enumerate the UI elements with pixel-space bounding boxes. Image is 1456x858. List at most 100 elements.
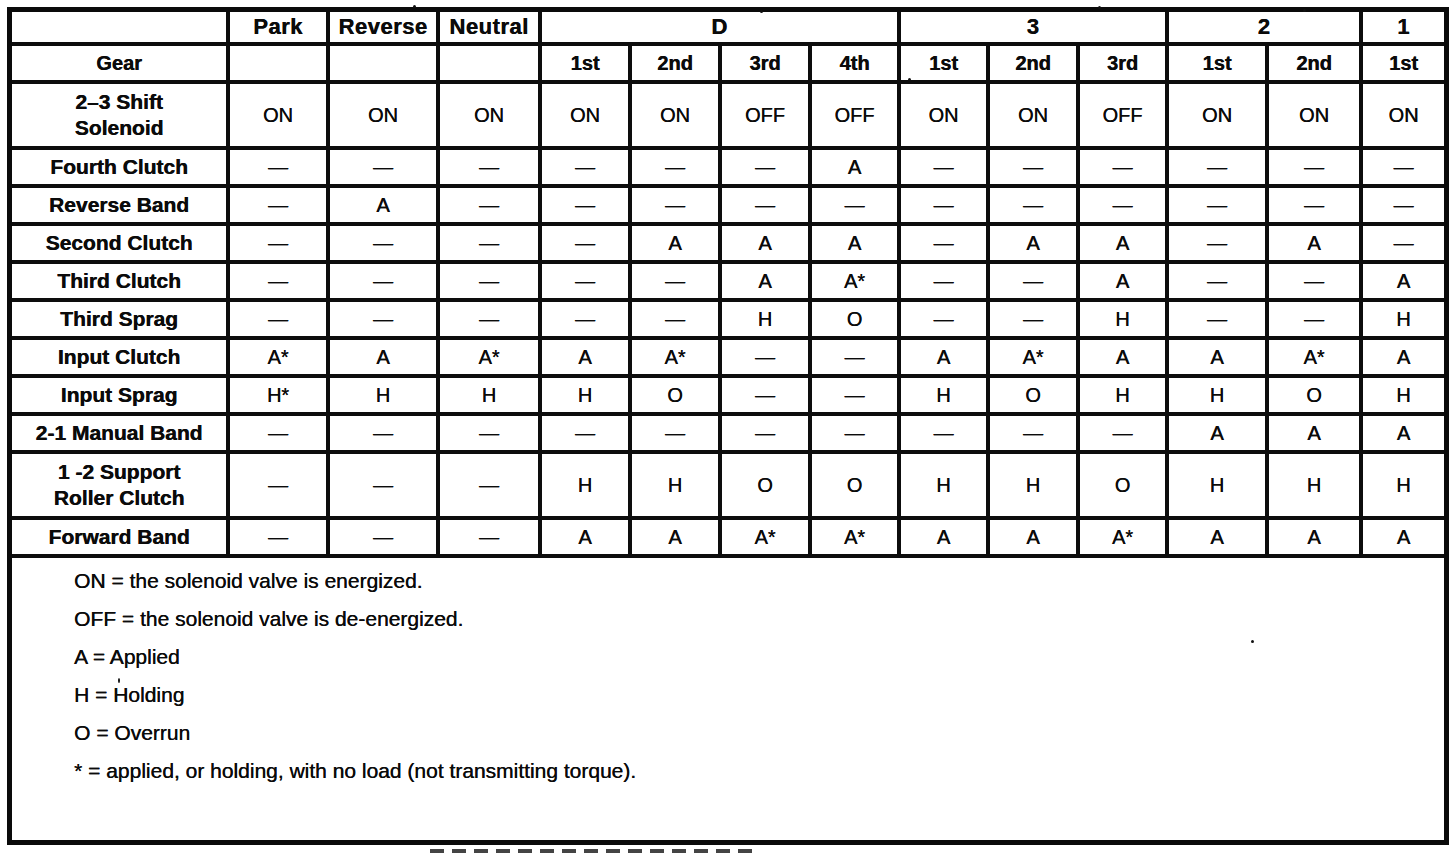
cell-reverse-band-reverse: A xyxy=(328,186,438,224)
row-label-line: 2–3 Shift xyxy=(12,89,226,115)
row-label-fourth-clutch: Fourth Clutch xyxy=(12,148,228,186)
range-header-3: 3 xyxy=(899,12,1167,44)
cell-2-1-manual-band-neutral: — xyxy=(438,414,540,452)
row-label-line: Solenoid xyxy=(12,115,226,141)
cell-forward-band-reverse: — xyxy=(328,518,438,556)
cell-1-2-support-roller-clutch-d-4th: O xyxy=(810,452,899,518)
cell-fourth-clutch-reverse: — xyxy=(328,148,438,186)
cell-third-sprag-3-1st: — xyxy=(899,300,988,338)
range-header-1: 1 xyxy=(1361,12,1444,44)
cell-2-1-manual-band-2-2nd: A xyxy=(1267,414,1361,452)
cell-fourth-clutch-d-3rd: — xyxy=(720,148,810,186)
cell-input-sprag-d-1st: H xyxy=(540,376,630,414)
cell-1-2-support-roller-clutch-1-1st: H xyxy=(1361,452,1444,518)
cell-input-sprag-3-3rd: H xyxy=(1078,376,1167,414)
clutch-band-application-table: ParkReverseNeutralD321Gear1st2nd3rd4th1s… xyxy=(12,12,1444,558)
table-row: Fourth Clutch——————A—————— xyxy=(12,148,1444,186)
range-header-park: Park xyxy=(228,12,328,44)
row-label-2-1-manual-band: 2-1 Manual Band xyxy=(12,414,228,452)
table-body: 2–3 ShiftSolenoidONONONONONOFFOFFONONOFF… xyxy=(12,82,1444,556)
cell-input-sprag-reverse: H xyxy=(328,376,438,414)
legend-note-line: ON = the solenoid valve is energized. xyxy=(74,569,1424,592)
scan-speck xyxy=(118,678,120,683)
table-row: 2-1 Manual Band——————————AAA xyxy=(12,414,1444,452)
legend-note-line: H = Holding xyxy=(74,683,1424,706)
cell-reverse-band-3-3rd: — xyxy=(1078,186,1167,224)
cell-input-clutch-d-3rd: — xyxy=(720,338,810,376)
cell-2-1-manual-band-3-1st: — xyxy=(899,414,988,452)
cell-reverse-band-1-1st: — xyxy=(1361,186,1444,224)
cell-1-2-support-roller-clutch-2-2nd: H xyxy=(1267,452,1361,518)
cell-third-sprag-3-2nd: — xyxy=(988,300,1078,338)
table-row: Reverse Band—A——————————— xyxy=(12,186,1444,224)
legend-note-line: O = Overrun xyxy=(74,721,1424,744)
cell-forward-band-3-2nd: A xyxy=(988,518,1078,556)
cell-input-clutch-3-2nd: A* xyxy=(988,338,1078,376)
cell-2-3-shift-solenoid-d-2nd: ON xyxy=(630,82,720,148)
cell-second-clutch-3-2nd: A xyxy=(988,224,1078,262)
cell-2-3-shift-solenoid-neutral: ON xyxy=(438,82,540,148)
cell-forward-band-d-1st: A xyxy=(540,518,630,556)
gear-header-d-1st: 1st xyxy=(540,44,630,82)
table-row: 2–3 ShiftSolenoidONONONONONOFFOFFONONOFF… xyxy=(12,82,1444,148)
gear-header-d-3rd: 3rd xyxy=(720,44,810,82)
cell-third-sprag-d-4th: O xyxy=(810,300,899,338)
empty-header-cell xyxy=(438,44,540,82)
cell-input-clutch-d-1st: A xyxy=(540,338,630,376)
cell-reverse-band-neutral: — xyxy=(438,186,540,224)
cell-third-sprag-1-1st: H xyxy=(1361,300,1444,338)
gear-header-2-2nd: 2nd xyxy=(1267,44,1361,82)
cell-third-clutch-d-2nd: — xyxy=(630,262,720,300)
legend-note-line: OFF = the solenoid valve is de-energized… xyxy=(74,607,1424,630)
cell-2-3-shift-solenoid-2-2nd: ON xyxy=(1267,82,1361,148)
cell-2-1-manual-band-park: — xyxy=(228,414,328,452)
scan-speck xyxy=(1303,9,1306,12)
cell-1-2-support-roller-clutch-park: — xyxy=(228,452,328,518)
scanned-page-frame: ParkReverseNeutralD321Gear1st2nd3rd4th1s… xyxy=(7,7,1449,845)
table-header: ParkReverseNeutralD321Gear1st2nd3rd4th1s… xyxy=(12,12,1444,82)
cell-input-sprag-1-1st: H xyxy=(1361,376,1444,414)
cell-2-3-shift-solenoid-2-1st: ON xyxy=(1167,82,1267,148)
cell-third-sprag-2-1st: — xyxy=(1167,300,1267,338)
cell-input-sprag-d-2nd: O xyxy=(630,376,720,414)
range-header-neutral: Neutral xyxy=(438,12,540,44)
cell-third-clutch-1-1st: A xyxy=(1361,262,1444,300)
scan-speck xyxy=(760,10,763,13)
table-row: Forward Band———AAA*A*AAA*AAA xyxy=(12,518,1444,556)
table-row: Third Clutch—————AA*——A——A xyxy=(12,262,1444,300)
cell-input-clutch-2-2nd: A* xyxy=(1267,338,1361,376)
cell-second-clutch-2-1st: — xyxy=(1167,224,1267,262)
cell-third-clutch-reverse: — xyxy=(328,262,438,300)
cell-input-clutch-d-4th: — xyxy=(810,338,899,376)
cell-third-clutch-3-3rd: A xyxy=(1078,262,1167,300)
cell-second-clutch-3-1st: — xyxy=(899,224,988,262)
cell-1-2-support-roller-clutch-d-2nd: H xyxy=(630,452,720,518)
cell-input-clutch-d-2nd: A* xyxy=(630,338,720,376)
gear-header-3-2nd: 2nd xyxy=(988,44,1078,82)
cell-2-1-manual-band-d-4th: — xyxy=(810,414,899,452)
legend-note-line: * = applied, or holding, with no load (n… xyxy=(74,759,1424,782)
cell-second-clutch-neutral: — xyxy=(438,224,540,262)
cell-2-3-shift-solenoid-reverse: ON xyxy=(328,82,438,148)
cell-1-2-support-roller-clutch-3-3rd: O xyxy=(1078,452,1167,518)
cell-fourth-clutch-2-2nd: — xyxy=(1267,148,1361,186)
cell-third-clutch-3-2nd: — xyxy=(988,262,1078,300)
cell-second-clutch-park: — xyxy=(228,224,328,262)
cell-input-sprag-neutral: H xyxy=(438,376,540,414)
scan-speck xyxy=(1251,640,1254,643)
row-label-line: Reverse Band xyxy=(12,192,226,218)
cell-reverse-band-park: — xyxy=(228,186,328,224)
cell-input-sprag-3-2nd: O xyxy=(988,376,1078,414)
cell-third-sprag-2-2nd: — xyxy=(1267,300,1361,338)
cell-1-2-support-roller-clutch-2-1st: H xyxy=(1167,452,1267,518)
cell-2-3-shift-solenoid-d-4th: OFF xyxy=(810,82,899,148)
gear-row-label: Gear xyxy=(12,44,228,82)
row-label-2-3-shift-solenoid: 2–3 ShiftSolenoid xyxy=(12,82,228,148)
cell-forward-band-1-1st: A xyxy=(1361,518,1444,556)
cell-second-clutch-1-1st: — xyxy=(1361,224,1444,262)
legend-note-line: A = Applied xyxy=(74,645,1424,668)
cell-fourth-clutch-3-3rd: — xyxy=(1078,148,1167,186)
cell-2-3-shift-solenoid-1-1st: ON xyxy=(1361,82,1444,148)
cell-input-clutch-reverse: A xyxy=(328,338,438,376)
gear-header-3-3rd: 3rd xyxy=(1078,44,1167,82)
